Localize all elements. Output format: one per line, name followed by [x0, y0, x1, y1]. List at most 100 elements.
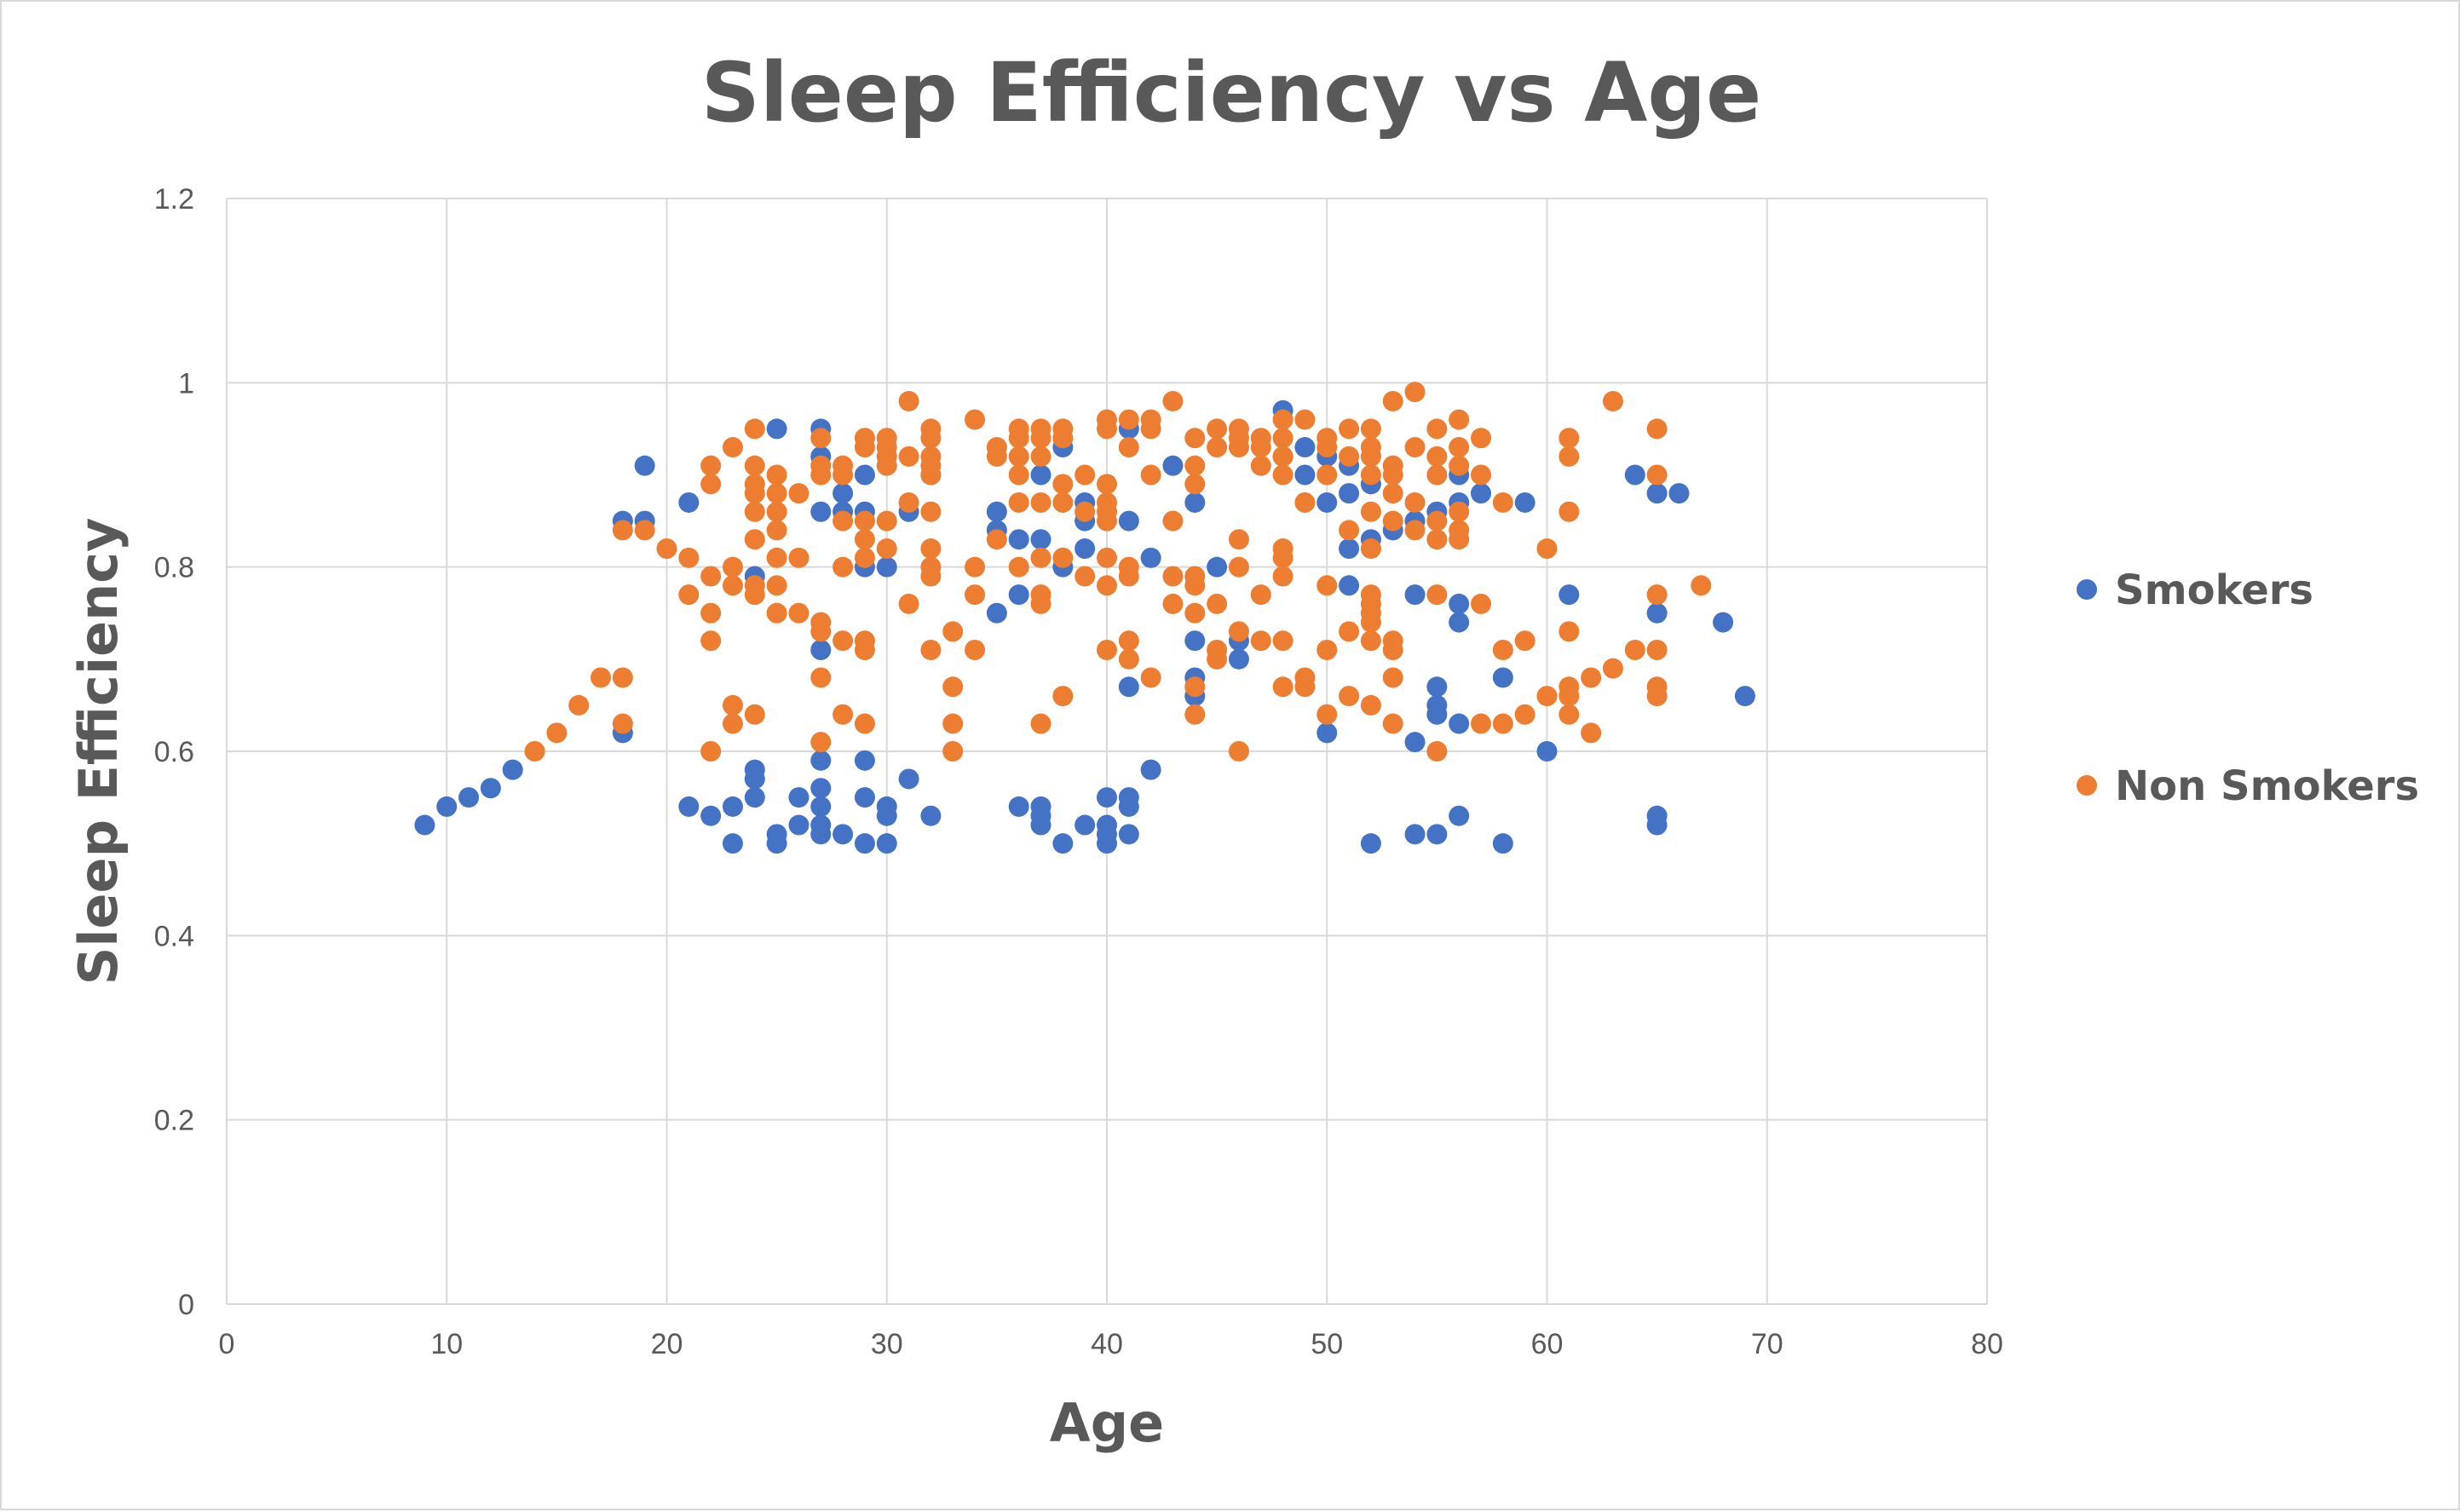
data-point-non-smokers [1228, 437, 1249, 458]
data-point-non-smokers [1118, 409, 1139, 430]
data-point-non-smokers [1184, 455, 1206, 476]
data-point-non-smokers [854, 640, 875, 661]
data-point-smokers [1449, 593, 1470, 614]
data-point-non-smokers [1162, 566, 1184, 587]
data-point-non-smokers [1162, 390, 1184, 411]
data-point-non-smokers [1382, 464, 1403, 486]
data-point-non-smokers [1536, 686, 1558, 707]
data-point-non-smokers [1449, 455, 1470, 476]
data-point-smokers [1008, 529, 1029, 550]
data-point-non-smokers [1052, 428, 1074, 449]
data-point-non-smokers [1602, 658, 1623, 679]
data-point-non-smokers [1074, 566, 1096, 587]
data-point-non-smokers [920, 566, 942, 587]
data-point-non-smokers [1382, 667, 1403, 688]
data-point-non-smokers [898, 390, 919, 411]
data-point-smokers [1339, 483, 1360, 504]
data-point-non-smokers [1074, 501, 1096, 522]
data-point-non-smokers [1228, 741, 1249, 762]
data-point-smokers [810, 750, 832, 771]
data-point-non-smokers [1404, 520, 1426, 541]
data-point-non-smokers [744, 529, 765, 550]
data-point-non-smokers [1228, 621, 1249, 642]
data-point-non-smokers [965, 584, 986, 606]
data-point-non-smokers [1316, 640, 1338, 661]
data-point-non-smokers [898, 446, 919, 467]
data-point-non-smokers [1097, 510, 1117, 532]
data-point-smokers [788, 787, 809, 808]
data-point-non-smokers [1316, 464, 1338, 486]
data-point-non-smokers [898, 492, 919, 513]
data-point-non-smokers [1316, 575, 1338, 596]
data-point-non-smokers [1492, 713, 1513, 734]
data-point-smokers [1074, 814, 1096, 836]
data-point-non-smokers [920, 501, 942, 522]
data-point-non-smokers [612, 667, 633, 688]
data-point-non-smokers [920, 428, 942, 449]
data-point-non-smokers [1316, 704, 1338, 725]
legend: Smokers Non Smokers [2077, 566, 2419, 810]
data-point-non-smokers [1471, 464, 1492, 486]
data-point-smokers [1008, 796, 1029, 817]
data-point-smokers [1624, 464, 1645, 486]
data-point-non-smokers [1360, 538, 1381, 560]
data-point-smokers [678, 492, 700, 513]
x-tick-label: 60 [1531, 1328, 1564, 1360]
data-point-non-smokers [920, 640, 942, 661]
data-point-smokers [1228, 648, 1249, 670]
data-point-non-smokers [1294, 676, 1316, 698]
x-tick-label: 30 [871, 1328, 903, 1360]
data-point-smokers [1426, 676, 1448, 698]
data-point-non-smokers [1140, 418, 1161, 440]
data-point-smokers [1558, 584, 1580, 606]
data-point-smokers [1030, 464, 1051, 486]
data-point-smokers [634, 455, 655, 476]
data-point-non-smokers [766, 464, 787, 486]
data-point-smokers [1426, 704, 1448, 725]
data-point-smokers [1207, 556, 1228, 578]
data-point-smokers [810, 824, 832, 845]
data-point-smokers [1118, 796, 1139, 817]
data-point-smokers [810, 796, 832, 817]
data-point-smokers [1052, 833, 1074, 854]
data-point-non-smokers [678, 547, 700, 568]
data-point-non-smokers [1514, 704, 1535, 725]
data-point-non-smokers [1250, 455, 1271, 476]
data-point-non-smokers [1030, 492, 1051, 513]
data-point-non-smokers [1030, 593, 1051, 614]
data-point-smokers [1404, 732, 1426, 753]
data-point-non-smokers [1404, 382, 1426, 403]
data-point-smokers [436, 796, 458, 817]
data-point-non-smokers [810, 428, 832, 449]
gridlines [226, 198, 1988, 1305]
data-point-non-smokers [1471, 428, 1492, 449]
data-point-non-smokers [788, 483, 809, 504]
data-point-smokers [480, 778, 501, 799]
data-point-smokers [854, 787, 875, 808]
data-point-smokers [788, 814, 809, 836]
x-tick-label: 40 [1091, 1328, 1123, 1360]
data-point-non-smokers [1624, 640, 1645, 661]
data-point-non-smokers [1052, 474, 1074, 495]
data-point-non-smokers [1162, 510, 1184, 532]
data-point-smokers [1426, 824, 1448, 845]
data-point-smokers [678, 796, 700, 817]
data-point-non-smokers [1008, 428, 1029, 449]
data-point-non-smokers [1097, 474, 1117, 495]
data-point-smokers [1030, 529, 1051, 550]
data-point-non-smokers [920, 538, 942, 560]
data-point-smokers [832, 824, 854, 845]
data-point-non-smokers [1426, 446, 1448, 467]
data-point-non-smokers [810, 667, 832, 688]
data-point-non-smokers [1536, 538, 1558, 560]
data-point-non-smokers [1272, 409, 1293, 430]
legend-marker-smokers [2077, 579, 2097, 600]
data-point-non-smokers [854, 547, 875, 568]
data-point-smokers [920, 805, 942, 826]
data-point-non-smokers [1272, 446, 1293, 467]
data-point-non-smokers [1426, 418, 1448, 440]
data-point-smokers [1030, 814, 1051, 836]
data-point-non-smokers [1272, 566, 1293, 587]
data-point-non-smokers [1207, 648, 1228, 670]
